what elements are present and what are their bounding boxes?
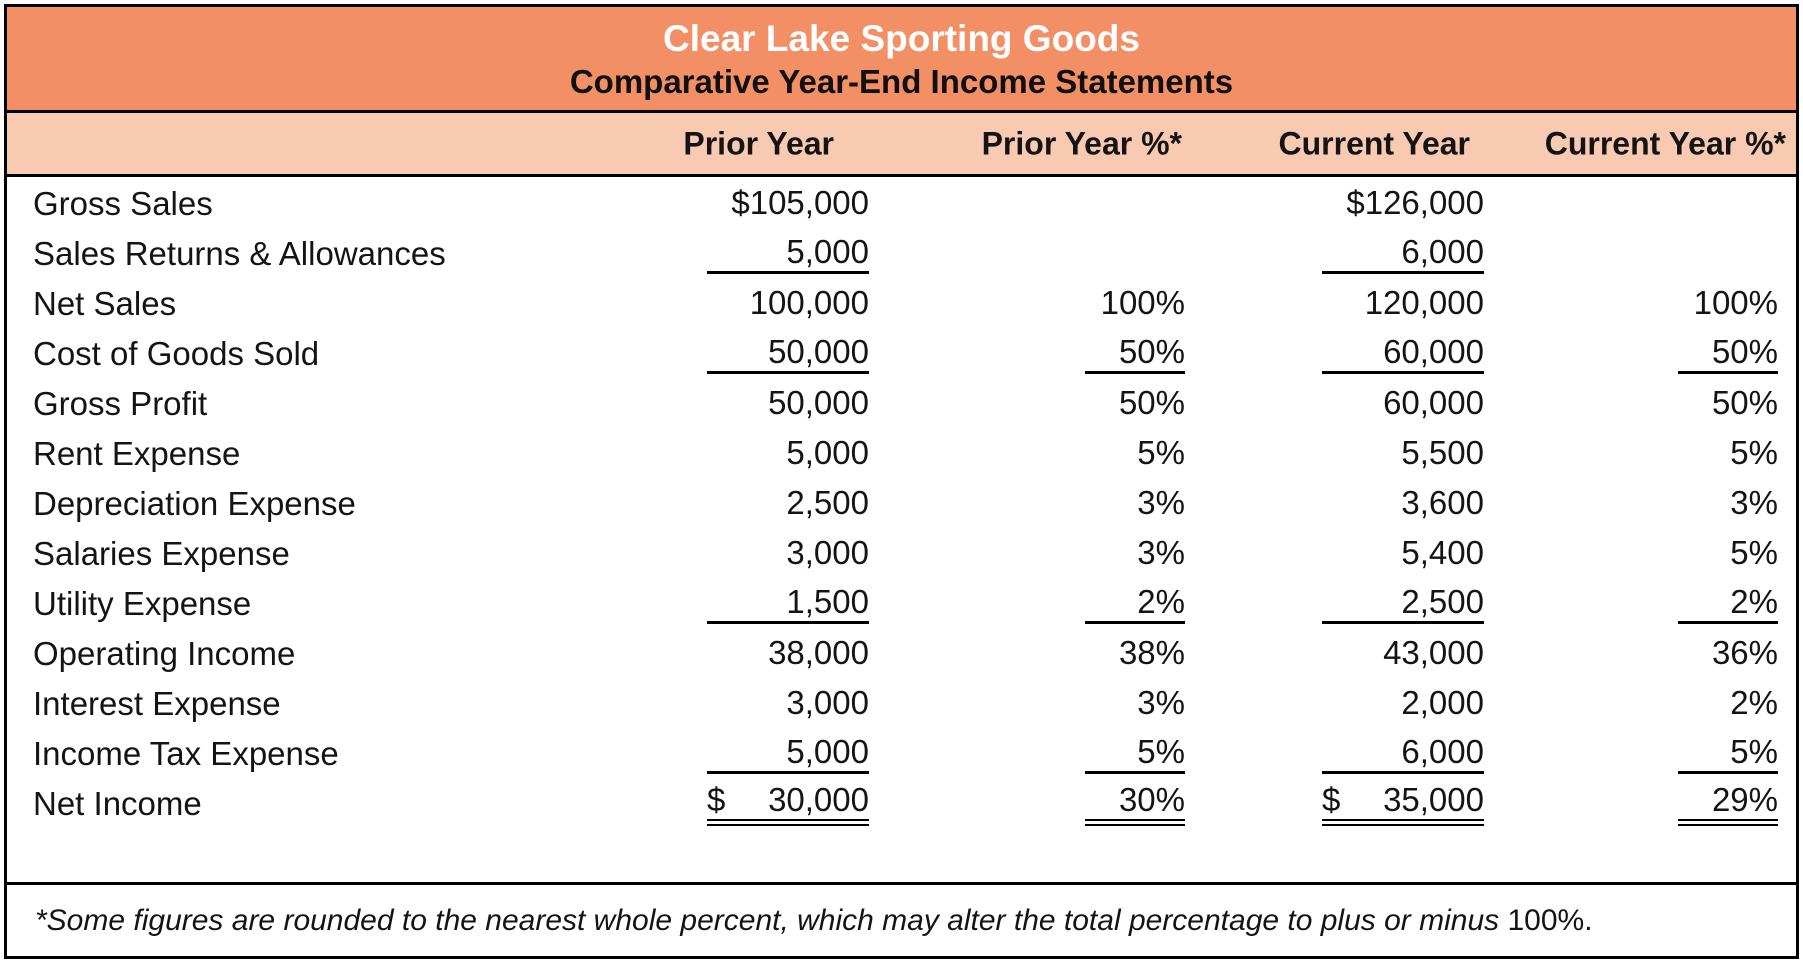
current-year-pct-value: 5%: [1678, 734, 1778, 775]
prior-year-value: 5,000: [707, 734, 869, 775]
current-year-value: 60,000: [1322, 334, 1484, 375]
dollar-sign: $: [707, 780, 726, 818]
current-year-pct-value: 5%: [1730, 434, 1778, 472]
row-label: Utility Expense: [33, 585, 252, 622]
prior-year-pct-value: 2%: [1085, 584, 1185, 625]
table-row-gross-profit: Gross Profit 50,000 50% 60,000 50%: [7, 379, 1796, 429]
prior-year-pct-value: 100%: [1100, 284, 1185, 322]
current-year-value: 60,000: [1383, 384, 1484, 422]
prior-year-pct-value: [1085, 203, 1185, 205]
prior-year-value: 38,000: [768, 634, 869, 672]
current-year-value: 5,400: [1401, 534, 1484, 572]
table-row-cost-of-goods-sold: Cost of Goods Sold 50,000 50% 60,000 50%: [7, 329, 1796, 379]
prior-year-value: 100,000: [749, 284, 869, 322]
row-label: Net Income: [33, 785, 202, 822]
current-year-value: $126,000: [1346, 184, 1484, 222]
current-year-pct-value: [1678, 203, 1778, 205]
prior-year-pct-value: 50%: [1118, 384, 1185, 422]
prior-year-value: $105,000: [731, 184, 869, 222]
row-label: Income Tax Expense: [33, 735, 339, 772]
prior-year-value: $30,000: [707, 782, 869, 827]
column-header-current-year-pct: Current Year %*: [1544, 125, 1786, 161]
prior-year-pct-value: 5%: [1137, 434, 1185, 472]
prior-year-value: 5,000: [786, 434, 869, 472]
current-year-value: 3,600: [1401, 484, 1484, 522]
current-year-value: 120,000: [1364, 284, 1484, 322]
current-year-value: 6,000: [1322, 734, 1484, 775]
prior-year-pct-value: 38%: [1118, 634, 1185, 672]
prior-year-pct-value: 30%: [1085, 782, 1185, 827]
prior-year-value: 1,500: [707, 584, 869, 625]
table-row-interest-expense: Interest Expense 3,000 3% 2,000 2%: [7, 679, 1796, 729]
row-label: Cost of Goods Sold: [33, 335, 320, 372]
prior-year-pct-value: 3%: [1137, 484, 1185, 522]
prior-year-pct-value: 3%: [1137, 684, 1185, 722]
row-label: Rent Expense: [33, 435, 241, 472]
current-year-pct-value: 50%: [1678, 334, 1778, 375]
current-year-pct-value: 100%: [1693, 284, 1778, 322]
table-row-sales-returns: Sales Returns & Allowances 5,000 6,000: [7, 229, 1796, 279]
prior-year-pct-value: [1085, 253, 1185, 255]
table-row-salaries-expense: Salaries Expense 3,000 3% 5,400 5%: [7, 529, 1796, 579]
footnote-text: *Some figures are rounded to the nearest…: [35, 903, 1508, 937]
current-year-pct-value: 50%: [1711, 384, 1778, 422]
row-label: Operating Income: [33, 635, 296, 672]
current-year-value: 6,000: [1322, 234, 1484, 275]
column-header-current-year: Current Year: [1278, 125, 1471, 161]
statement-body: Gross Sales $105,000 $126,000 Sales Retu…: [7, 177, 1796, 882]
row-label: Gross Sales: [33, 185, 213, 222]
prior-year-pct-value: 3%: [1137, 534, 1185, 572]
table-row-operating-income: Operating Income 38,000 38% 43,000 36%: [7, 629, 1796, 679]
footnote-percent-text: 100%.: [1507, 903, 1593, 937]
prior-year-value: 2,500: [786, 484, 869, 522]
current-year-value: 2,500: [1322, 584, 1484, 625]
current-year-pct-value: [1678, 253, 1778, 255]
current-year-pct-value: 36%: [1711, 634, 1778, 672]
footnote: *Some figures are rounded to the nearest…: [7, 882, 1796, 956]
row-label: Gross Profit: [33, 385, 208, 422]
table-row-utility-expense: Utility Expense 1,500 2% 2,500 2%: [7, 579, 1796, 629]
table-row-rent-expense: Rent Expense 5,000 5% 5,500 5%: [7, 429, 1796, 479]
prior-year-pct-value: 50%: [1085, 334, 1185, 375]
row-label: Depreciation Expense: [33, 485, 356, 522]
column-header-row: Prior Year Prior Year %* Current Year Cu…: [7, 113, 1796, 177]
statement-title: Comparative Year-End Income Statements: [569, 62, 1234, 100]
table-row-net-sales: Net Sales 100,000 100% 120,000 100%: [7, 279, 1796, 329]
current-year-pct-value: 5%: [1730, 534, 1778, 572]
current-year-pct-value: 3%: [1730, 484, 1778, 522]
column-header-prior-year-pct: Prior Year %*: [981, 125, 1182, 161]
current-year-value: 43,000: [1383, 634, 1484, 672]
current-year-pct-value: 29%: [1678, 782, 1778, 827]
prior-year-value: 3,000: [786, 534, 869, 572]
table-row-income-tax-expense: Income Tax Expense 5,000 5% 6,000 5%: [7, 729, 1796, 779]
prior-year-value: 50,000: [768, 384, 869, 422]
current-year-value: 5,500: [1401, 434, 1484, 472]
row-label: Salaries Expense: [33, 535, 290, 572]
table-row-net-income: Net Income $30,000 30% $35,000 29%: [7, 779, 1796, 829]
prior-year-pct-value: 5%: [1085, 734, 1185, 775]
current-year-value: 2,000: [1401, 684, 1484, 722]
row-label: Interest Expense: [33, 685, 281, 722]
prior-year-value: 3,000: [786, 684, 869, 722]
current-year-pct-value: 2%: [1678, 584, 1778, 625]
title-band: Clear Lake Sporting Goods Comparative Ye…: [7, 7, 1796, 113]
column-header-prior-year: Prior Year: [683, 125, 834, 161]
income-statement-table: Clear Lake Sporting Goods Comparative Ye…: [4, 4, 1799, 959]
dollar-sign: $: [1322, 780, 1341, 818]
current-year-value: $35,000: [1322, 782, 1484, 827]
prior-year-value: 5,000: [707, 234, 869, 275]
current-year-pct-value: 2%: [1730, 684, 1778, 722]
row-label: Sales Returns & Allowances: [33, 235, 446, 272]
company-name: Clear Lake Sporting Goods: [663, 17, 1140, 59]
table-row-gross-sales: Gross Sales $105,000 $126,000: [7, 179, 1796, 229]
prior-year-value: 50,000: [707, 334, 869, 375]
table-row-depreciation-expense: Depreciation Expense 2,500 3% 3,600 3%: [7, 479, 1796, 529]
row-label: Net Sales: [33, 285, 177, 322]
